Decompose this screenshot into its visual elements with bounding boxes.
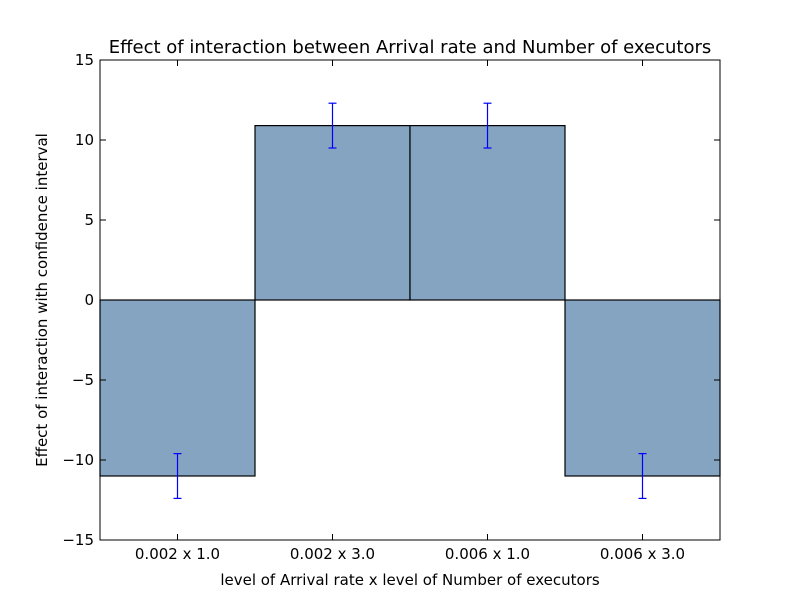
y-tick-label: −15 xyxy=(62,531,94,549)
bar xyxy=(99,299,256,477)
error-bar xyxy=(483,102,492,149)
y-tick-label: −5 xyxy=(72,371,94,389)
bar xyxy=(254,124,411,301)
y-tick-label: 5 xyxy=(84,211,94,229)
y-tick-label: 15 xyxy=(75,51,94,69)
plot-frame xyxy=(99,59,721,541)
x-tick-label: 0.006 x 1.0 xyxy=(445,545,530,563)
y-tick-label: 0 xyxy=(84,291,94,309)
error-bars-group xyxy=(173,102,647,499)
x-tick-label: 0.002 x 1.0 xyxy=(135,545,220,563)
bars-group xyxy=(99,124,721,477)
bar xyxy=(409,124,566,301)
y-tick-label: −10 xyxy=(62,451,94,469)
error-bar xyxy=(173,453,182,499)
x-tick-label: 0.002 x 3.0 xyxy=(290,545,375,563)
x-axis: 0.002 x 1.0 0.002 x 3.0 0.006 x 1.0 0.006 x… xyxy=(135,60,685,563)
y-tick-label: 10 xyxy=(75,131,94,149)
chart-title: Effect of interaction between Arrival ra… xyxy=(109,37,711,58)
x-axis-label: level of Arrival rate x level of Number … xyxy=(220,571,600,589)
bar xyxy=(564,299,721,477)
error-bar xyxy=(328,102,337,149)
error-bar xyxy=(638,453,647,499)
y-axis-label: Effect of interaction with confidence in… xyxy=(33,133,51,467)
x-tick-label: 0.006 x 3.0 xyxy=(600,545,685,563)
